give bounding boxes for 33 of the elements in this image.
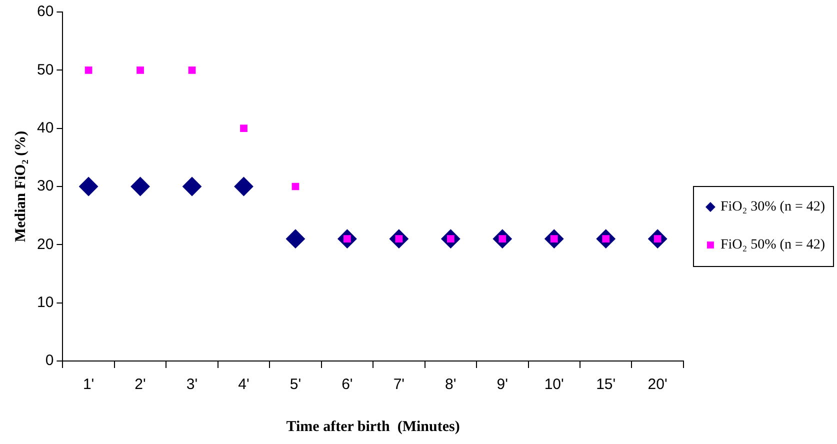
x-tick-label: 9' [496,376,508,394]
y-tick-label: 60 [36,3,54,20]
y-tick-label: 20 [36,236,54,253]
x-tick-label: 7' [393,376,405,394]
x-axis-title: Time after birth (Minutes) [286,418,460,435]
x-tick-label: 2' [134,376,146,394]
x-tick-label: 20' [648,376,668,394]
y-tick-label: 30 [36,178,54,195]
point [182,177,202,196]
x-tick-label: 8' [445,376,456,394]
y-tick-label: 0 [45,352,54,370]
x-tick-label: 4' [238,376,250,394]
x-tick-label: 6' [342,376,353,394]
point [292,182,300,190]
point [234,177,254,196]
y-tick-label: 40 [36,119,54,136]
x-tick-label: 15' [596,376,616,394]
point [79,177,98,196]
y-tick-label: 50 [36,61,54,78]
x-tick-label: 5' [290,376,302,394]
legend-label: FiO₂ 30% (n = 42) [720,200,826,215]
x-tick-label: 1' [82,376,94,394]
point [286,229,305,248]
point [136,66,144,74]
point [240,124,248,132]
point [188,66,196,74]
y-axis-title: Median FiO₂ (%) [12,130,29,242]
x-tick-label: 3' [186,376,198,394]
x-tick-label: 10' [544,376,564,394]
point [130,177,150,196]
point [84,66,92,74]
legend-label: FiO₂ 50% (n = 42) [720,238,826,253]
y-tick-label: 10 [36,294,54,311]
